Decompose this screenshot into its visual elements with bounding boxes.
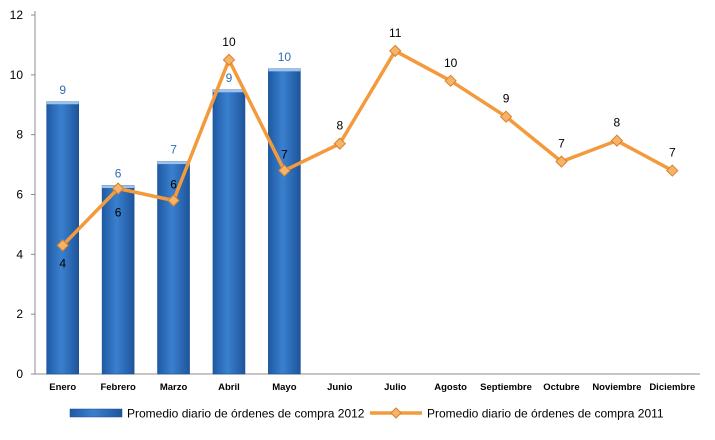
bar-data-label: 6 [115,167,122,181]
y-tick-label: 4 [16,247,23,261]
line-data-label: 10 [222,35,236,49]
line-data-label: 7 [558,137,565,151]
x-tick-label: Junio [327,382,353,393]
line-data-label: 8 [614,116,621,130]
x-tick-label: Enero [49,382,76,393]
bar-top-highlight [157,161,190,165]
axes: 0 2 4 6 8 10 12 Enero Febrero Marzo Abril Mayo Junio… [10,8,700,393]
legend: Promedio diario de órdenes de compra 201… [69,407,664,421]
line-data-label: 9 [503,92,510,106]
y-tick-label: 2 [16,307,23,321]
x-tick-label: Julio [384,382,406,393]
x-tick-label: Marzo [160,382,188,393]
line-marker [389,44,402,58]
x-tick-label: Mayo [272,382,296,393]
line-data-label: 10 [444,56,458,70]
line-marker [222,53,236,67]
x-tick-label: Abril [218,382,240,393]
legend-label-2011: Promedio diario de órdenes de compra 201… [427,407,664,421]
line-data-label: 7 [669,146,676,160]
x-tick-label: Octubre [543,382,579,393]
y-tick-label: 0 [16,367,23,381]
bar [101,185,135,375]
line-marker [278,164,291,177]
line-data-label: 7 [281,148,288,162]
legend-swatch-bar [69,408,123,418]
line-data-label: 4 [59,256,66,270]
line-data-label: 6 [115,206,122,220]
legend-label-2012: Promedio diario de órdenes de compra 201… [127,407,365,421]
legend-swatch-marker [390,407,402,419]
line-marker [111,182,125,195]
line-marker [56,239,69,252]
bar [268,68,301,375]
line-data-label: 6 [170,177,177,191]
bar-top-highlight [268,68,301,72]
line-marker [499,110,513,123]
bar [157,161,190,375]
bar-data-label: 10 [278,50,292,64]
y-tick-label: 6 [16,188,23,202]
y-tick-label: 12 [10,8,24,22]
x-tick-label: Febrero [100,382,136,393]
bar-series-2012 [46,68,301,375]
x-tick-label: Agosto [434,382,467,393]
line-data-label: 8 [336,119,343,133]
line-marker [555,155,568,168]
line-data-label: 11 [389,26,402,40]
bar [46,101,80,375]
bar-data-label: 7 [170,143,177,157]
line-marker [444,74,457,88]
line-marker [333,137,346,150]
bar-data-label: 9 [59,83,66,97]
bar-top-highlight [46,101,79,105]
line-series-2011 [56,44,679,252]
bar-top-highlight [212,89,245,93]
y-tick-label: 8 [16,128,23,142]
line-marker [167,194,180,207]
line-path [60,49,675,248]
x-tick-label: Septiembre [480,382,532,393]
data-labels: 9 6 7 9 10 4 6 6 10 7 8 11 10 9 7 8 7 [59,26,676,270]
y-tick-label: 10 [10,68,24,82]
bar [212,89,246,375]
line-marker [610,134,624,147]
x-tick-label: Diciembre [649,382,695,393]
bar-data-label: 9 [226,71,233,85]
x-tick-label: Noviembre [592,382,641,393]
line-marker [666,164,679,177]
